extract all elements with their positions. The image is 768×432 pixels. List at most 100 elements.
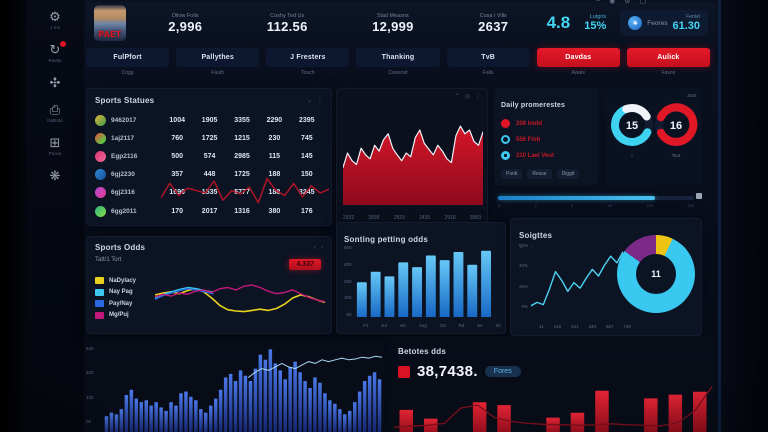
panel-control-icon[interactable]: ◎	[464, 94, 470, 100]
gauge-label: l	[631, 153, 633, 158]
stat-value: 2,996	[168, 18, 203, 34]
slider-track[interactable]	[498, 193, 702, 200]
table-cell: 176	[300, 207, 313, 215]
histogram-chart	[104, 349, 382, 432]
slider-tick-label: 0	[498, 203, 501, 208]
gear-icon[interactable]: ⚙	[624, 0, 631, 5]
table-cell: 760	[171, 134, 184, 142]
main-content: ≡ ◉ ⚙ ▢ PAET Dilow Folls 2,996 Coshy Tod Us …	[84, 0, 720, 432]
notification-badge	[59, 41, 66, 47]
y-axis-label: 100	[344, 295, 352, 301]
odds-legend-item: Pay/Nay	[95, 300, 136, 307]
header-percent: Lutgris 15%	[584, 14, 606, 32]
percent-value: 15%	[584, 20, 607, 32]
table-cell: 1690	[169, 189, 185, 197]
grid-icon: ⊞	[49, 135, 61, 150]
table-cell: 2985	[234, 152, 250, 160]
table-cell: 448	[203, 171, 216, 179]
table-cell: 1316	[234, 207, 250, 215]
tab-fulpfort[interactable]: FulPfort	[86, 48, 170, 67]
tab-tvb[interactable]: TvB	[446, 48, 530, 67]
panel-control-icon[interactable]: ⋮	[317, 98, 323, 104]
tab-j-fresters[interactable]: J Fresters	[266, 48, 350, 67]
feores-value: 61.30	[672, 20, 700, 32]
panel-sports-table: Sports Statues ⌄ ⋮ 9462017 1004 1905 3355 229…	[86, 88, 332, 226]
table-row[interactable]: 1aj2117 760 1725 1215 230 745	[95, 129, 323, 147]
daily-button[interactable]: Ponti	[501, 169, 523, 179]
daily-button[interactable]: Resse	[527, 169, 552, 179]
tab-sublabel: Coverod	[388, 70, 408, 76]
feores-widget[interactable]: ✱ Feores Fentel 61.30	[620, 10, 708, 36]
sidebar-item[interactable]: ⊞ Prioce	[48, 135, 62, 157]
record-icon[interactable]: ◉	[609, 0, 616, 5]
legend-label: Nay Pag	[109, 289, 133, 295]
daily-legend-item: 556 Flob	[501, 135, 591, 144]
table-row[interactable]: Egp2116 500 574 2985 115 145	[95, 147, 323, 165]
daily-legend-card: Daily promerestes 208 Imdd 556 Flob 310 …	[494, 88, 598, 185]
daily-gauges-card: Zust 15 l 16 Teut	[606, 88, 702, 185]
legend-swatch	[95, 300, 104, 307]
table-row[interactable]: 6gg2011 170 2017 1316 380 176	[95, 202, 323, 220]
panel-title: Sonting petting odds	[344, 235, 428, 244]
x-axis-label: Sb	[495, 323, 501, 328]
area-chart	[343, 125, 483, 205]
sidebar-item-label: Prioce	[48, 151, 62, 156]
table-cell: 115	[268, 152, 281, 160]
stats-donut-chart: 11	[617, 235, 695, 313]
legend-marker	[501, 119, 510, 128]
tab-davdas[interactable]: Davdas	[536, 48, 620, 67]
slider-tick-label: 2	[534, 203, 537, 208]
y-axis-label: 50%	[519, 243, 529, 248]
avatar[interactable]: PAET	[94, 5, 126, 41]
tab-group: Thanking Coverod	[356, 48, 440, 76]
slider-handle[interactable]	[696, 193, 702, 199]
panel-control-icon[interactable]: ›	[321, 244, 323, 251]
sidebar-item[interactable]: ✣	[50, 76, 61, 90]
tab-group: FulPfort Crigg	[86, 48, 170, 76]
window-controls: ≡ ◉ ⚙ ▢	[596, 0, 646, 5]
header-stat: Dilow Folls 2,996	[168, 13, 202, 34]
panel-control-icon[interactable]: ⌃	[454, 94, 460, 100]
table-cell: 150	[300, 171, 313, 179]
table-row[interactable]: 9462017 1004 1905 3355 2290 2395	[95, 111, 323, 129]
y-axis-label: 00	[346, 312, 352, 317]
slider-tick-label: 150	[687, 203, 694, 208]
table-cell: 380	[268, 207, 281, 215]
gauges: 15 l 16 Teut	[610, 100, 698, 158]
legend-swatch	[95, 277, 104, 284]
betting-pill[interactable]: Fores	[484, 366, 521, 377]
tab-thanking[interactable]: Thanking	[356, 48, 440, 67]
sidebar-item[interactable]: ❋	[50, 169, 61, 183]
x-axis-label: 441	[571, 324, 579, 329]
slider-tick-label: 40	[607, 203, 612, 208]
daily-button[interactable]: Diggit	[556, 169, 580, 179]
panel-control-icon[interactable]: ⋮	[475, 94, 481, 100]
table-cell: 1725	[234, 171, 250, 179]
sidebar-item[interactable]: ⚙ 1 ms	[49, 10, 61, 31]
sidebar-item[interactable]: ↻ Rovtto	[48, 41, 66, 63]
x-axis-label: Od	[439, 323, 446, 328]
tab-aulick[interactable]: Aulick	[626, 48, 710, 67]
table-row[interactable]: 6gj2230 357 448 1725 188 150	[95, 166, 323, 184]
odds-legend-item: Nay Pag	[95, 288, 136, 296]
panel-daily: Daily promerestes 208 Imdd 556 Flob 310 …	[494, 88, 702, 212]
stat-value: 12,999	[372, 18, 414, 34]
menu-icon[interactable]: ≡	[596, 0, 601, 4]
table-cell: 1725	[201, 134, 218, 142]
panel-statistics: Soigttes ⌄ ⋮ 50% 40% 25% 0% 11 140 441 440 567 74…	[510, 218, 702, 336]
snowflake-icon: ❋	[49, 168, 61, 183]
panel-betting-odds: Betotes dds 38,7438. Fores	[390, 336, 716, 432]
panel-control-icon[interactable]: ⌄	[306, 98, 312, 104]
tab-pallythes[interactable]: Pallythes	[176, 48, 260, 67]
window-icon[interactable]: ▢	[639, 0, 647, 5]
header-stats: Dilow Folls 2,996 Coshy Tod Us 112.56 Slad…	[136, 13, 541, 34]
team-icon	[95, 150, 106, 162]
y-axis-label: 540	[86, 346, 94, 351]
panel-control-icon[interactable]: ‹	[314, 244, 316, 251]
y-axis-label: 0%	[521, 303, 529, 309]
table-row[interactable]: 6gj2316 1690 1535 5777 188 3245	[95, 184, 323, 202]
stat-value: 2637	[478, 18, 509, 34]
y-axis-label: 40%	[519, 263, 529, 269]
team-icon	[95, 169, 106, 181]
sidebar-item[interactable]: ⎙ Natitoto	[47, 103, 63, 124]
